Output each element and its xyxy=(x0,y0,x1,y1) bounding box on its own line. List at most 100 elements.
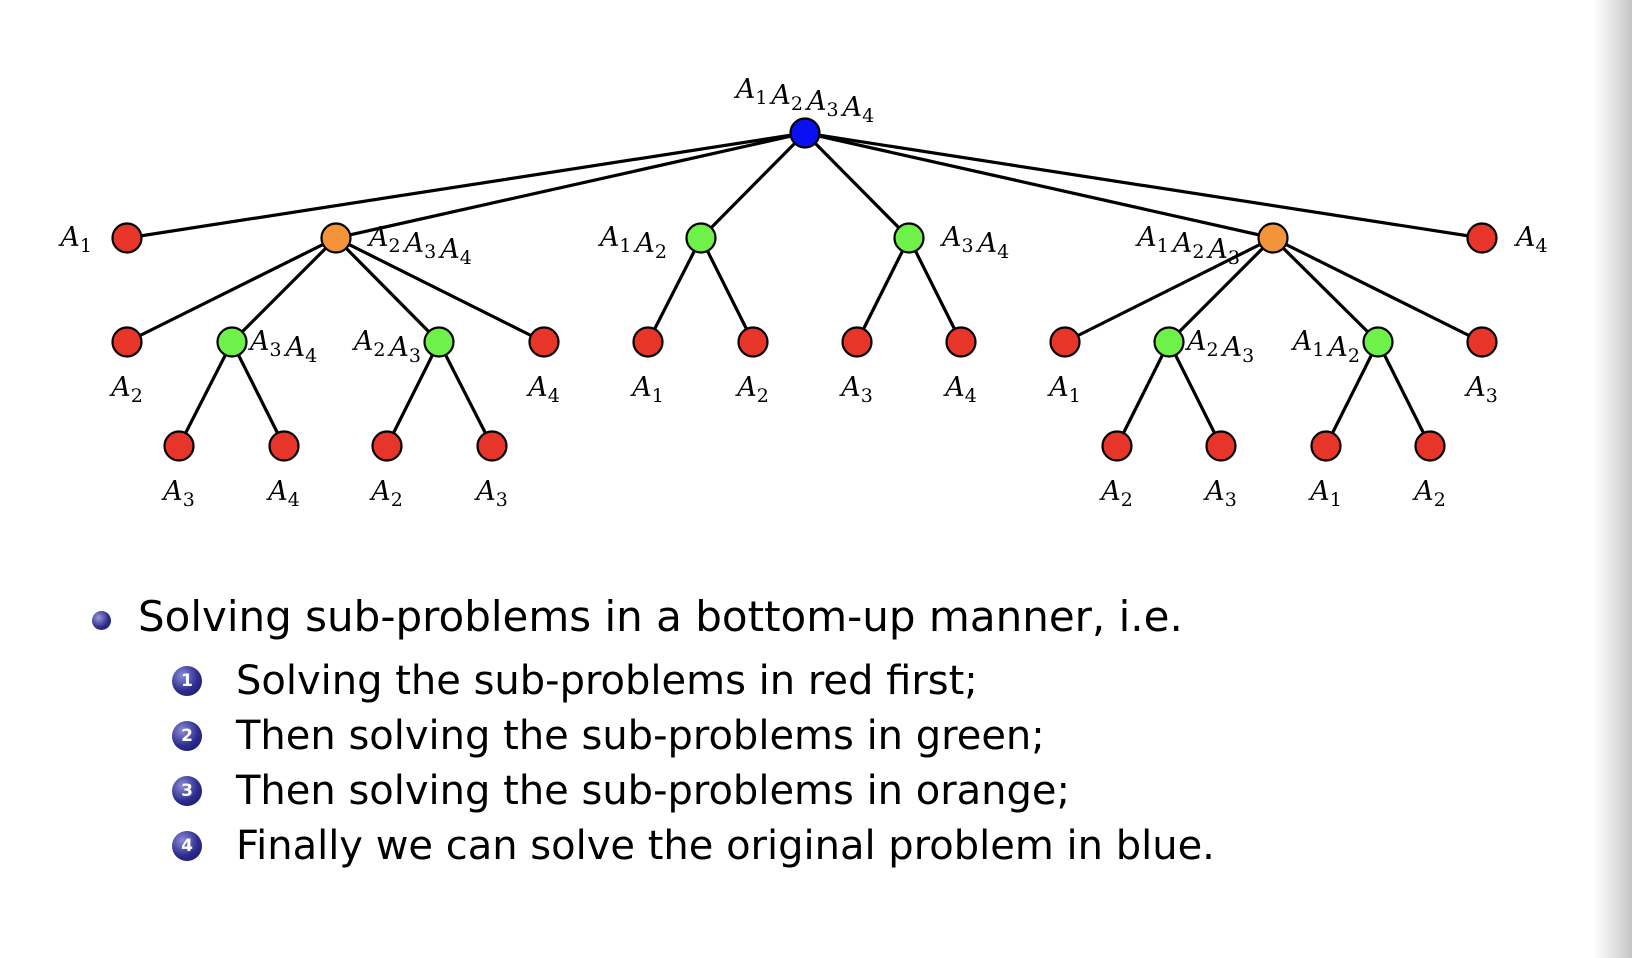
green-subproblem-node xyxy=(423,326,455,358)
red-subproblem-node xyxy=(737,326,769,358)
node-label: A4 xyxy=(1513,222,1548,257)
tree-edge xyxy=(804,131,1274,240)
main-bullet-text: Solving sub-problems in a bottom-up mann… xyxy=(138,592,1183,641)
tree-edge xyxy=(1271,236,1380,344)
node-label: A2 xyxy=(368,476,403,511)
green-subproblem-node xyxy=(893,222,925,254)
node-label: A4 xyxy=(942,372,977,407)
main-bullet-item: Solving sub-problems in a bottom-up mann… xyxy=(84,588,1524,650)
tree-edge xyxy=(177,341,234,447)
tree-edge xyxy=(335,131,806,240)
node-label: A3 xyxy=(1463,372,1498,407)
node-label: A3 A4 xyxy=(247,326,317,367)
number-badge-1-icon: 1 xyxy=(172,666,202,696)
node-label: A2 A3 xyxy=(351,326,421,367)
tree-edge xyxy=(385,341,441,447)
tree-edge xyxy=(437,341,494,447)
tree-edge xyxy=(699,237,755,343)
tree-edge xyxy=(1324,341,1380,447)
tree-edge xyxy=(1115,341,1171,447)
tree-edge xyxy=(230,341,286,447)
node-label: A1 xyxy=(629,372,664,407)
node-label: A1 A2 xyxy=(1290,326,1360,367)
node-label: A2 xyxy=(734,372,769,407)
red-subproblem-node xyxy=(528,326,560,358)
orange-subproblem-node xyxy=(1257,222,1289,254)
node-label: A3 xyxy=(473,476,508,511)
node-label: A2 xyxy=(1411,476,1446,511)
tree-edge xyxy=(855,237,911,343)
number-badge-3-icon: 3 xyxy=(172,776,202,806)
red-subproblem-node xyxy=(1205,430,1237,462)
numbered-item-1: 1 Solving the sub-problems in red first; xyxy=(84,654,1524,709)
numbered-item-text: Solving the sub-problems in red first; xyxy=(236,658,978,704)
green-subproblem-node xyxy=(1362,326,1394,358)
tree-edge xyxy=(334,236,441,344)
node-label: A1 xyxy=(1046,372,1081,407)
numbered-item-text: Then solving the sub-problems in orange; xyxy=(236,768,1071,814)
red-subproblem-node xyxy=(163,430,195,462)
numbered-item-text: Then solving the sub-problems in green; xyxy=(236,713,1045,759)
node-label: A1 A2 A3 xyxy=(1134,222,1240,269)
red-subproblem-node xyxy=(1101,430,1133,462)
tree-edge xyxy=(126,131,806,240)
tree-edge xyxy=(907,237,963,343)
tree-edge xyxy=(1167,341,1223,447)
bullet-icon xyxy=(92,611,111,630)
node-label: A2 xyxy=(1098,476,1133,511)
red-subproblem-node xyxy=(476,430,508,462)
red-subproblem-node xyxy=(371,430,403,462)
tree-edge xyxy=(699,131,807,240)
node-label: A1 A2 xyxy=(597,222,667,263)
red-subproblem-node xyxy=(841,326,873,358)
red-subproblem-node xyxy=(1466,222,1498,254)
orange-subproblem-node xyxy=(320,222,352,254)
node-label: A3 xyxy=(838,372,873,407)
node-label: A2 xyxy=(108,372,143,407)
number-badge-4-icon: 4 xyxy=(172,831,202,861)
node-label: A3 A4 xyxy=(939,222,1009,263)
node-label: A4 xyxy=(525,372,560,407)
red-subproblem-node xyxy=(111,326,143,358)
tree-nodes xyxy=(111,117,1498,462)
numbered-item-4: 4 Finally we can solve the original prob… xyxy=(84,819,1524,874)
numbered-list: 1 Solving the sub-problems in red first;… xyxy=(84,654,1524,874)
green-subproblem-node xyxy=(685,222,717,254)
red-subproblem-node xyxy=(1466,326,1498,358)
node-label: A1 xyxy=(57,222,92,257)
tree-edge xyxy=(804,131,1483,240)
tree-edge xyxy=(803,131,911,240)
node-label: A2 A3 xyxy=(1184,326,1254,367)
node-label: A1 xyxy=(1307,476,1342,511)
numbered-item-2: 2 Then solving the sub-problems in green… xyxy=(84,709,1524,764)
tree-edge xyxy=(335,236,545,344)
blue-subproblem-node xyxy=(789,117,821,149)
tree-edge xyxy=(646,237,703,343)
green-subproblem-node xyxy=(216,326,248,358)
slide-edge-shade xyxy=(1594,0,1632,958)
red-subproblem-node xyxy=(632,326,664,358)
node-label: A1 A2 A3 A4 xyxy=(733,74,874,127)
red-subproblem-node xyxy=(1414,430,1446,462)
tree-edge xyxy=(1272,236,1483,344)
green-subproblem-node xyxy=(1153,326,1185,358)
red-subproblem-node xyxy=(1049,326,1081,358)
number-badge-2-icon: 2 xyxy=(172,721,202,751)
tree-edge xyxy=(230,236,338,344)
node-label: A4 xyxy=(265,476,300,511)
red-subproblem-node xyxy=(945,326,977,358)
tree-edge xyxy=(1167,236,1275,344)
tree-edge xyxy=(1376,341,1432,447)
node-label: A3 xyxy=(1202,476,1237,511)
tree-edge xyxy=(126,236,337,344)
numbered-item-text: Finally we can solve the original proble… xyxy=(236,823,1215,869)
red-subproblem-node xyxy=(268,430,300,462)
red-subproblem-node xyxy=(111,222,143,254)
red-subproblem-node xyxy=(1310,430,1342,462)
bullet-list: Solving sub-problems in a bottom-up mann… xyxy=(84,588,1524,874)
tree-edge xyxy=(1064,236,1274,344)
node-label: A2 A3 A4 xyxy=(366,222,472,269)
numbered-item-3: 3 Then solving the sub-problems in orang… xyxy=(84,764,1524,819)
